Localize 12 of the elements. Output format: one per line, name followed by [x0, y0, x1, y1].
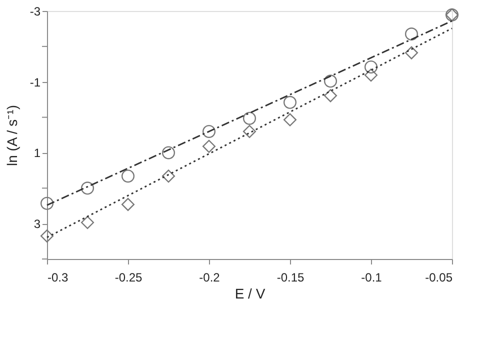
x-axis-title: E / V	[234, 286, 266, 302]
y-tick-label: -3	[30, 4, 41, 18]
y-axis-title: ln (A / s⁻¹)	[4, 104, 20, 166]
x-tick-label: -0.05	[425, 270, 453, 284]
x-tick-label: -0.1	[361, 270, 382, 284]
y-tick-label: 1	[34, 146, 41, 160]
x-tick-label: -0.15	[276, 270, 304, 284]
y-tick-label: 3	[34, 217, 41, 232]
x-tick-label: -0.3	[48, 270, 69, 284]
x-tick-label: -0.25	[114, 270, 142, 284]
y-tick-label: -1	[30, 75, 41, 90]
x-tick-label: -0.2	[199, 270, 220, 284]
